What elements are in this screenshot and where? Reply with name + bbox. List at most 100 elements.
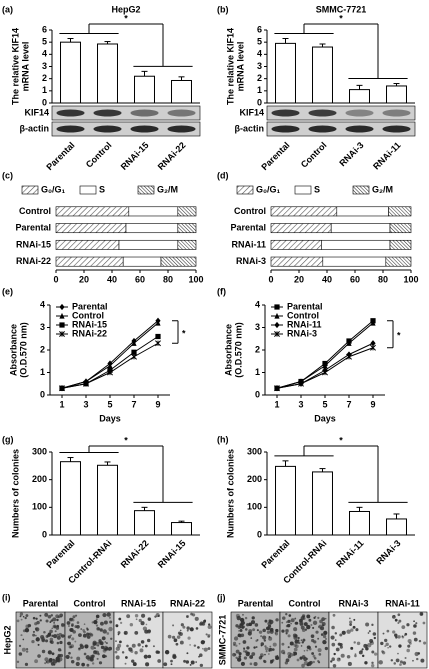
cell (371, 623, 374, 627)
cell (275, 618, 279, 622)
cell (172, 624, 175, 627)
cell (89, 656, 94, 661)
cell (418, 639, 422, 643)
cell (251, 616, 255, 620)
bar-segment (177, 223, 197, 234)
cell (237, 657, 242, 662)
x-tick-label: 100 (188, 274, 203, 284)
x-tick-label: RNAi-15 (119, 140, 151, 172)
legend-label: Control (287, 310, 319, 320)
cell (312, 626, 315, 630)
cell (300, 645, 303, 647)
cell (58, 657, 63, 662)
cell (189, 664, 192, 666)
bar-segment (388, 206, 412, 217)
cell (361, 654, 365, 658)
cell (75, 614, 78, 617)
legend-marker (59, 312, 65, 319)
marker (107, 369, 113, 376)
cell (301, 663, 305, 668)
cell (207, 625, 212, 630)
bar-segment (55, 239, 120, 250)
cell (22, 638, 25, 641)
y-tick-label: 6 (257, 24, 262, 34)
x-tick-label: 3 (298, 399, 303, 409)
legend-swatch (294, 185, 312, 195)
cell (313, 640, 317, 644)
x-tick-label: Control (299, 140, 329, 170)
cell (96, 657, 99, 660)
cell (124, 662, 127, 665)
bar (312, 471, 333, 536)
cell (197, 646, 200, 649)
cell (74, 640, 77, 643)
marker (346, 340, 352, 346)
cell (297, 636, 300, 640)
cell (268, 635, 271, 638)
cell (350, 646, 354, 650)
cell (97, 627, 100, 631)
cell (115, 655, 120, 660)
cell (346, 629, 351, 634)
cell (189, 644, 191, 646)
cell (129, 623, 134, 627)
cell (235, 649, 240, 654)
y-tick-label: Parental (15, 223, 51, 233)
y-tick-label: RNAi-15 (16, 239, 51, 249)
cell (317, 648, 322, 653)
cell (51, 652, 55, 656)
y-tick-label: 3 (40, 322, 45, 332)
cell (47, 650, 52, 654)
blot-band (56, 109, 85, 117)
blot-band (382, 125, 411, 133)
cell (106, 632, 110, 635)
cell (94, 647, 96, 649)
y-tick-label: 2 (257, 73, 262, 83)
cell (244, 616, 248, 620)
cell (394, 618, 398, 622)
cell (194, 616, 199, 621)
marker (131, 349, 137, 355)
cell (310, 624, 313, 627)
y-tick-label: Parental (230, 223, 266, 233)
cell (47, 632, 52, 636)
cell (324, 617, 327, 620)
x-tick-label: 40 (322, 274, 332, 284)
x-tick-label: RNAi-3 (374, 538, 402, 566)
cell (175, 642, 179, 646)
cell (182, 625, 186, 629)
cell (22, 615, 25, 618)
cell (145, 662, 150, 667)
x-tick-label: 20 (79, 274, 89, 284)
blot-band (345, 125, 374, 133)
panel-label: (e) (2, 286, 13, 296)
cell (108, 646, 113, 651)
bar (134, 510, 155, 536)
y-axis-label: (O.D.570 nm) (18, 322, 28, 378)
cell (242, 640, 247, 644)
cell (180, 623, 184, 627)
blot-band (271, 125, 300, 133)
bar (312, 46, 333, 104)
cell (16, 660, 20, 664)
cell (25, 650, 29, 653)
cell (413, 620, 415, 623)
cell (331, 642, 336, 647)
cell (157, 659, 162, 663)
significance: * (339, 13, 343, 23)
cell (89, 633, 94, 637)
cell (128, 647, 133, 652)
legend-swatch (21, 185, 39, 195)
y-tick-label: Control (234, 206, 266, 216)
x-tick-label: RNAi-22 (119, 538, 151, 570)
cell (363, 643, 368, 648)
bar-segment (118, 239, 179, 250)
cell (252, 628, 256, 632)
cell (52, 617, 57, 622)
cell (401, 625, 406, 630)
y-axis-label: Numbers of colonies (10, 449, 20, 538)
cell (57, 655, 60, 659)
bar-segment (55, 206, 130, 217)
cell (331, 657, 335, 661)
